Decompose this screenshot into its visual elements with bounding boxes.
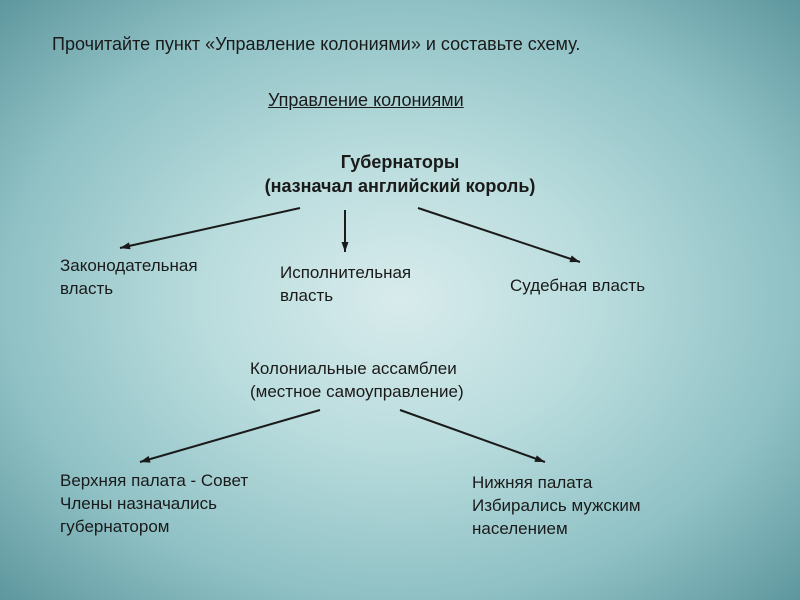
- lower-house: Нижняя палата Избирались мужским населен…: [472, 472, 641, 541]
- root-title: Губернаторы: [0, 150, 800, 174]
- assemblies-line2: (местное самоуправление): [250, 381, 464, 404]
- root-node: Губернаторы (назначал английский король): [0, 150, 800, 199]
- upper-house: Верхняя палата - Совет Члены назначались…: [60, 470, 248, 539]
- assemblies-node: Колониальные ассамблеи (местное самоупра…: [250, 358, 464, 404]
- root-subtitle: (назначал английский король): [0, 174, 800, 198]
- branch-legislative: Законодательная власть: [60, 255, 198, 301]
- assemblies-line1: Колониальные ассамблеи: [250, 358, 464, 381]
- diagram-subtitle: Управление колониями: [268, 88, 464, 112]
- branch-executive: Исполнительная власть: [280, 262, 411, 308]
- instruction-text: Прочитайте пункт «Управление колониями» …: [52, 32, 580, 56]
- branch-judicial: Судебная власть: [510, 275, 645, 298]
